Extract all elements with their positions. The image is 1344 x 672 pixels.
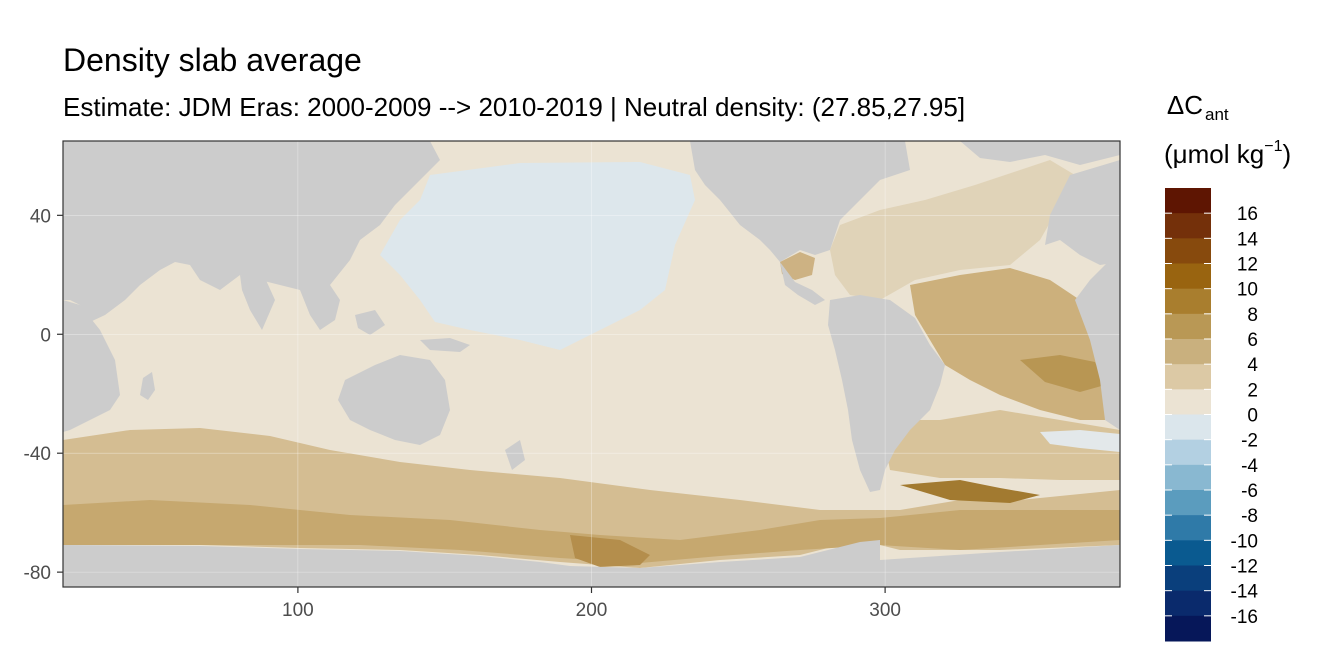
legend-unit: (μmol kg−1) [1164, 138, 1291, 169]
legend-label-8: 0 [1247, 406, 1258, 427]
legend-label-5: 6 [1247, 330, 1258, 351]
x-tick-label-1: 200 [576, 600, 608, 621]
land-africa-east-right [1075, 260, 1120, 430]
legend-colorbar: 16 14 12 10 8 6 4 2 0 -2 -4 -6 -8 -10 -12 -14 -16 [1165, 188, 1258, 642]
legend-swatch-17 [1165, 615, 1211, 642]
legend-label-16: -16 [1231, 607, 1258, 628]
region-light-tongue [1040, 430, 1120, 452]
y-tick-label-0: 40 [30, 206, 51, 227]
legend-swatch-13 [1165, 515, 1211, 541]
region-north-pacific [380, 162, 695, 350]
legend-swatch-6 [1165, 339, 1211, 365]
legend-swatch-8 [1165, 389, 1211, 415]
land-south-america [828, 295, 945, 492]
legend-swatch-12 [1165, 490, 1211, 516]
legend-label-9: -2 [1241, 431, 1258, 452]
grid [63, 141, 1120, 587]
legend: ΔC ant (μmol kg−1) 16 14 12 10 8 6 4 2 0 -2 -4 -6 -8… [1164, 90, 1291, 642]
legend-swatch-5 [1165, 313, 1211, 340]
x-tick-label-0: 100 [282, 600, 314, 621]
legend-unit-prefix: (μmol kg [1164, 139, 1264, 169]
legend-swatch-10 [1165, 439, 1211, 466]
region-south-atlantic [880, 410, 1120, 480]
region-gulf-shelf [780, 252, 815, 280]
legend-label-4: 8 [1247, 305, 1258, 326]
land-europe [1045, 160, 1120, 265]
legend-swatch-14 [1165, 540, 1211, 566]
region-north-atlantic [830, 160, 1075, 300]
legend-swatch-16 [1165, 590, 1211, 617]
legend-label-12: -8 [1241, 506, 1258, 527]
y-tick-label-2: -40 [24, 444, 51, 465]
legend-label-3: 10 [1237, 280, 1258, 301]
legend-swatch-4 [1165, 288, 1211, 315]
region-equatorial-band [1020, 355, 1105, 392]
land-new-zealand [505, 440, 525, 470]
region-ross-sea [570, 535, 650, 567]
land-africa [63, 300, 120, 432]
x-tick-label-2: 300 [869, 600, 901, 621]
legend-label-14: -12 [1231, 557, 1258, 578]
land-new-guinea [420, 338, 470, 352]
legend-swatch-2 [1165, 238, 1211, 264]
land-greenland [960, 141, 1120, 165]
x-axis: 100 200 300 [282, 587, 901, 621]
legend-unit-suffix: ) [1282, 139, 1291, 169]
legend-swatch-3 [1165, 263, 1211, 290]
legend-label-15: -14 [1231, 582, 1259, 603]
legend-title-main: ΔC [1167, 90, 1203, 120]
land-se-asia [300, 285, 340, 330]
map-panel [63, 141, 1120, 587]
legend-swatch-1 [1165, 213, 1211, 239]
legend-unit-sup: −1 [1264, 138, 1282, 155]
land-borneo [355, 310, 385, 335]
land-central-america [780, 262, 825, 305]
legend-label-11: -6 [1241, 481, 1258, 502]
legend-label-13: -10 [1231, 531, 1258, 552]
region-southern-ocean-core [63, 500, 1120, 563]
land-masses [63, 141, 1120, 587]
y-axis: 40 0 -40 -80 [24, 206, 63, 584]
land-australia [338, 355, 450, 445]
land-madagascar [140, 372, 155, 400]
land-antarctica [63, 540, 1120, 587]
legend-swatch-0 [1165, 188, 1211, 214]
region-drake-passage [900, 480, 1040, 503]
y-tick-label-3: -80 [24, 563, 51, 584]
land-north-america [690, 141, 910, 262]
legend-title-sub: ant [1205, 105, 1229, 124]
legend-label-0: 16 [1237, 204, 1258, 225]
chart-subtitle: Estimate: JDM Eras: 2000-2009 --> 2010-2… [63, 92, 966, 122]
land-india [240, 275, 275, 330]
legend-swatch-7 [1165, 364, 1211, 390]
legend-label-7: 2 [1247, 380, 1258, 401]
legend-label-2: 12 [1237, 255, 1258, 276]
legend-swatch-9 [1165, 414, 1211, 441]
legend-label-6: 4 [1247, 355, 1258, 376]
legend-swatch-11 [1165, 464, 1211, 491]
y-tick-label-1: 0 [40, 325, 51, 346]
land-eurasia [63, 141, 440, 322]
legend-label-10: -4 [1241, 456, 1258, 477]
legend-label-1: 14 [1237, 229, 1259, 250]
legend-swatch-15 [1165, 565, 1211, 592]
chart-title: Density slab average [63, 42, 362, 78]
